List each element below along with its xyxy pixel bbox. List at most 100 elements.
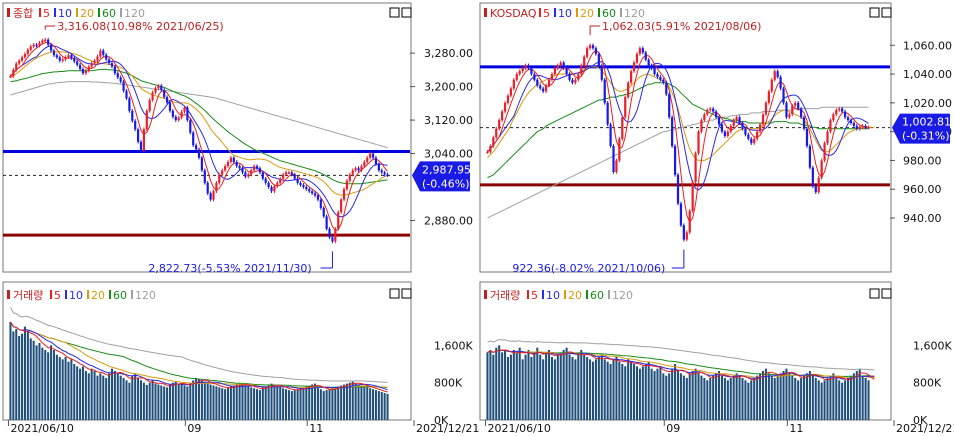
volume-bar [131,375,134,420]
volume-bar [247,386,250,420]
price-frame [479,2,892,273]
close-icon[interactable] [881,7,892,18]
volume-bar [79,368,82,420]
legend-name: 거래량 [13,289,43,302]
candle [84,70,87,74]
candle [794,102,797,106]
candle [486,151,489,154]
volume-bar [38,343,41,420]
volume-bar [635,366,638,420]
volume-bar [244,385,247,420]
legend-ma-marker [109,290,111,299]
panel-kospi: 종합 5 10 20 60 120 거래량 5 10 20 60 120 3,280.00 3,200.0… [2,2,479,435]
candle [714,111,718,118]
volume-bar [279,387,282,420]
candle [386,174,389,176]
volume-bar [700,375,703,420]
candle [218,174,221,183]
volume-bar [524,354,527,420]
candle [800,108,803,118]
volume-bar [23,326,26,420]
volume-bar [232,385,235,420]
volume-bar [64,357,67,420]
volume-bar [498,345,501,420]
volume-bar [282,388,285,420]
vol-close-icon[interactable] [401,288,412,299]
volume-bar [287,390,290,420]
volume-bar [322,391,325,420]
current-price-change: (-0.31%) [902,130,950,143]
candle [261,172,264,179]
candle [247,174,250,177]
vol-ma120-line [10,307,388,383]
candle [656,74,659,77]
legend-ma-marker [586,290,588,299]
legend-ma-marker [39,8,41,17]
candle [841,108,844,112]
volume-bar [177,383,180,420]
candle [641,48,644,53]
volume-bar [26,331,29,420]
volume-bar [383,392,386,420]
candle [688,210,691,233]
vol-close-icon[interactable] [881,288,892,299]
candle [773,71,776,80]
candle [588,45,592,49]
maximize-icon[interactable] [389,7,400,18]
volume-bar [12,331,15,420]
volume-bar [197,379,201,420]
candle [20,57,24,61]
volume-bar [264,386,267,420]
candle [606,102,609,125]
volume-bar [218,387,221,420]
candle [779,76,782,89]
volume-bar [290,391,293,420]
volume-bar [817,380,820,420]
volume-bar [521,359,524,420]
volume-bar [122,378,125,420]
volume-bar [50,345,53,420]
candle [183,107,186,112]
legend-marker [7,8,10,17]
candle [627,82,630,98]
volume-bar [212,385,215,420]
candle [495,128,498,138]
candle [70,55,73,59]
close-icon[interactable] [401,7,412,18]
candle [73,58,76,62]
volume-bar [712,375,715,420]
volume-bar [142,382,145,420]
vol-maximize-icon[interactable] [389,288,400,299]
volume-bar [515,352,518,420]
candle [703,114,706,121]
candle [512,79,515,89]
volume-bar [676,371,680,420]
vol-maximize-icon[interactable] [869,288,880,299]
candle [838,108,841,111]
volume-bar [331,388,334,420]
candle [521,68,524,72]
candle [258,168,262,173]
volume-bar [858,368,861,420]
maximize-icon[interactable] [869,7,880,18]
volume-bar [691,371,694,420]
legend-ma-marker [120,8,122,17]
ma60-line [487,82,869,179]
legend-ma-marker [87,290,89,299]
volume-bar [633,364,636,420]
volume-bar [841,382,844,420]
candle [342,189,346,200]
candle [852,123,855,126]
volume-legend: 거래량 5 10 20 60 120 [484,289,633,302]
candle [351,170,354,175]
volume-bar [556,354,559,420]
candle [571,79,574,83]
volume-bar [591,361,595,420]
volume-bar [852,373,855,420]
volume-bar [29,338,32,420]
ma5-line [487,49,869,224]
candle [574,79,577,83]
legend-ma-5: 5 [543,7,550,20]
candle [32,44,35,47]
legend-ma-5: 5 [54,289,61,302]
